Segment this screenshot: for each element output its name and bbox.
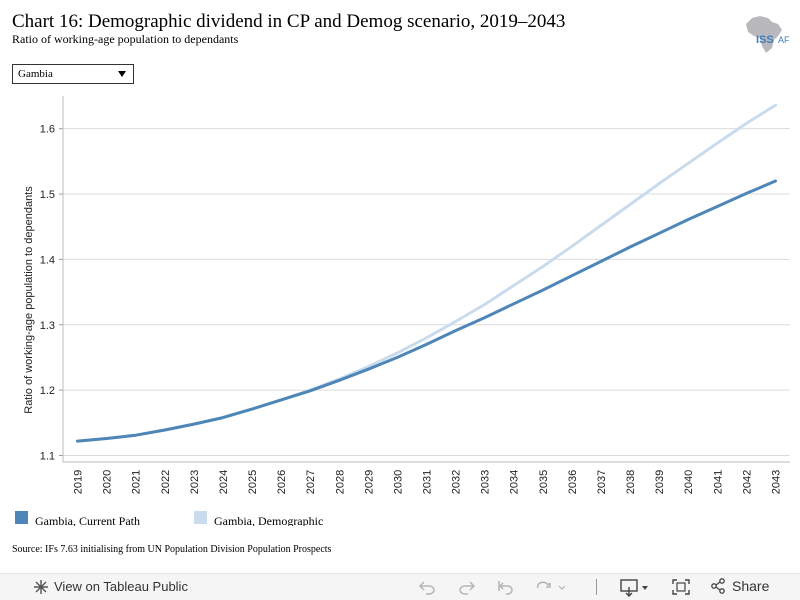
refresh-icon[interactable]	[535, 579, 567, 595]
share-button[interactable]: Share	[710, 578, 769, 594]
legend-swatch-current-path	[15, 511, 28, 524]
x-tick-label: 2033	[480, 470, 492, 494]
share-label: Share	[732, 578, 770, 594]
legend-item-demographic[interactable]: Gambia, Demographic	[194, 511, 323, 527]
revert-icon[interactable]	[497, 579, 515, 595]
tableau-logo-icon	[34, 579, 48, 594]
africa-map-icon	[746, 16, 782, 53]
legend-item-current-path[interactable]: Gambia, Current Path	[15, 511, 140, 527]
axes	[59, 96, 790, 463]
x-tick-label: 2031	[422, 470, 434, 494]
x-tick-label: 2020	[102, 470, 114, 494]
series-lines	[76, 103, 777, 443]
x-tick-label: 2030	[392, 470, 404, 494]
y-tick-label: 1.1	[40, 450, 55, 462]
y-tick-label: 1.3	[40, 320, 55, 332]
x-tick-label: 2019	[73, 470, 85, 494]
country-dropdown[interactable]: Gambia	[12, 64, 134, 84]
legend-label-current-path: Gambia, Current Path	[35, 514, 140, 526]
undo-icon[interactable]	[418, 579, 436, 595]
grid-lines	[63, 128, 790, 456]
x-tick-label: 2032	[451, 470, 463, 494]
x-tick-labels: 2019 2020 2021 2022 2023 2024 2025 2026 2027 2028…	[73, 470, 783, 494]
x-tick-label: 2035	[538, 470, 550, 494]
source-note: Source: IFs 7.63 initialising from UN Po…	[12, 544, 332, 555]
view-on-tableau-link[interactable]: View on Tableau Public	[34, 579, 188, 594]
x-tick-label: 2024	[218, 470, 230, 494]
x-tick-label: 2025	[247, 470, 259, 494]
y-tick-label: 1.6	[40, 124, 55, 136]
series-line-current-path[interactable]	[76, 179, 777, 443]
dropdown-arrow-icon	[118, 71, 126, 77]
legend-swatch-demographic	[194, 511, 207, 524]
chart-title: Chart 16: Demographic dividend in CP and…	[12, 11, 566, 32]
x-tick-label: 2029	[363, 470, 375, 494]
iss-africa-logo: ISS AF	[746, 16, 790, 53]
country-dropdown-value: Gambia	[18, 68, 53, 80]
x-tick-label: 2023	[189, 470, 201, 494]
legend-label-demographic: Gambia, Demographic	[214, 514, 324, 526]
fullscreen-icon[interactable]	[672, 579, 690, 595]
x-tick-label: 2022	[160, 470, 172, 494]
view-on-tableau-label: View on Tableau Public	[54, 579, 188, 594]
y-tick-labels: 1.1 1.2 1.3 1.4 1.5 1.6	[40, 124, 55, 463]
x-tick-label: 2039	[654, 470, 666, 494]
x-tick-label: 2041	[712, 470, 724, 494]
x-tick-label: 2021	[131, 470, 143, 494]
x-tick-label: 2038	[625, 470, 637, 494]
y-axis-label: Ratio of working-age population to depen…	[23, 186, 35, 414]
share-icon	[711, 578, 725, 594]
logo-suffix: AF	[778, 35, 790, 45]
x-tick-label: 2034	[509, 470, 521, 494]
x-tick-label: 2037	[596, 470, 608, 494]
redo-icon[interactable]	[458, 579, 476, 595]
y-tick-label: 1.2	[40, 385, 55, 397]
x-tick-label: 2040	[683, 470, 695, 494]
tableau-toolbar: View on Tableau Public Share	[0, 573, 800, 600]
y-tick-label: 1.4	[40, 254, 55, 266]
chart-subtitle: Ratio of working-age population to depen…	[12, 32, 239, 46]
x-tick-label: 2036	[567, 470, 579, 494]
line-chart: 2019 2020 2021 2022 2023 2024 2025 2026 2027 2028…	[23, 96, 790, 494]
series-line-demographic[interactable]	[76, 103, 777, 443]
download-icon[interactable]	[620, 579, 652, 597]
x-tick-label: 2043	[770, 470, 782, 494]
logo-text: ISS	[756, 34, 774, 46]
x-tick-label: 2027	[305, 470, 317, 494]
y-tick-label: 1.5	[40, 189, 55, 201]
toolbar-separator	[596, 579, 597, 595]
x-tick-label: 2026	[276, 470, 288, 494]
x-tick-label: 2028	[334, 470, 346, 494]
x-tick-label: 2042	[741, 470, 753, 494]
